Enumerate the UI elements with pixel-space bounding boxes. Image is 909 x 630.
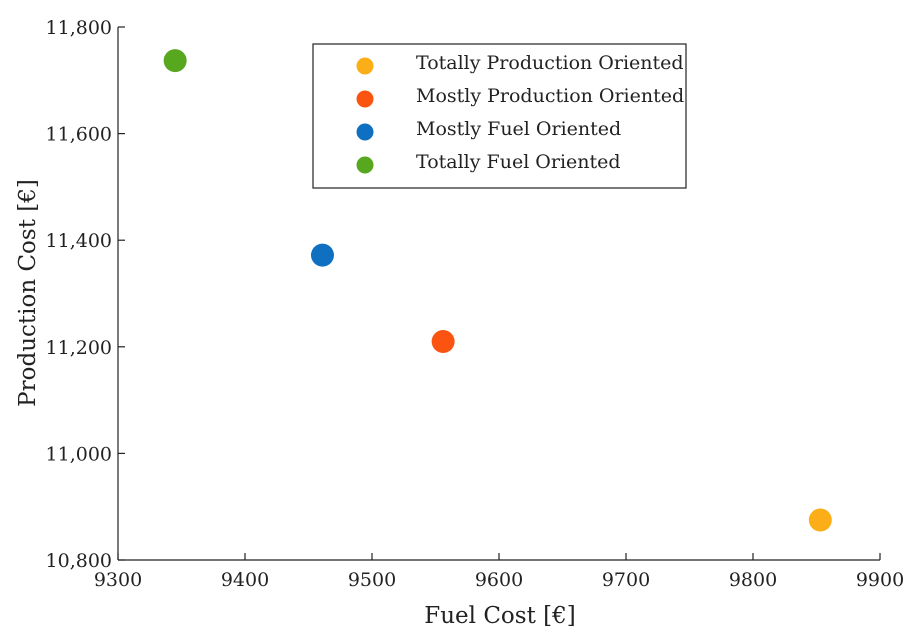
y-tick-label: 11,800 <box>46 17 112 39</box>
y-ticks: 10,800 11,000 11,200 11,400 11,600 11,800 <box>46 17 125 572</box>
legend-label: Totally Fuel Oriented <box>416 151 621 173</box>
x-tick-label: 9700 <box>602 569 650 591</box>
data-point-totally-production-oriented <box>808 508 832 532</box>
x-tick-label: 9900 <box>856 569 904 591</box>
x-tick-label: 9800 <box>729 569 777 591</box>
legend-items: Totally Production Oriented Mostly Produc… <box>356 52 684 174</box>
legend-marker <box>356 57 374 75</box>
x-tick-label: 9300 <box>94 569 142 591</box>
legend-label: Totally Production Oriented <box>416 52 684 74</box>
y-tick-label: 11,000 <box>46 443 112 465</box>
legend-marker <box>356 123 374 141</box>
x-tick-label: 9400 <box>221 569 269 591</box>
x-axis-title: Fuel Cost [€] <box>424 603 575 629</box>
data-point-mostly-fuel-oriented <box>310 243 334 267</box>
legend-marker <box>356 90 374 108</box>
y-tick-label: 11,600 <box>46 124 112 146</box>
data-points <box>163 49 832 532</box>
x-tick-label: 9600 <box>475 569 523 591</box>
legend-label: Mostly Production Oriented <box>416 85 684 107</box>
legend-box <box>312 43 687 189</box>
y-tick-label: 10,800 <box>46 550 112 572</box>
x-tick-label: 9500 <box>348 569 396 591</box>
y-tick-label: 11,400 <box>46 230 112 252</box>
legend-label: Mostly Fuel Oriented <box>416 118 621 140</box>
y-tick-label: 11,200 <box>46 337 112 359</box>
data-point-totally-fuel-oriented <box>163 49 187 73</box>
y-axis-title: Production Cost [€] <box>15 179 41 407</box>
x-ticks: 9300 9400 9500 9600 9700 9800 9900 <box>94 553 904 591</box>
legend-marker <box>356 156 374 174</box>
legend: Totally Production Oriented Mostly Produc… <box>312 43 687 189</box>
data-point-mostly-production-oriented <box>431 329 455 353</box>
